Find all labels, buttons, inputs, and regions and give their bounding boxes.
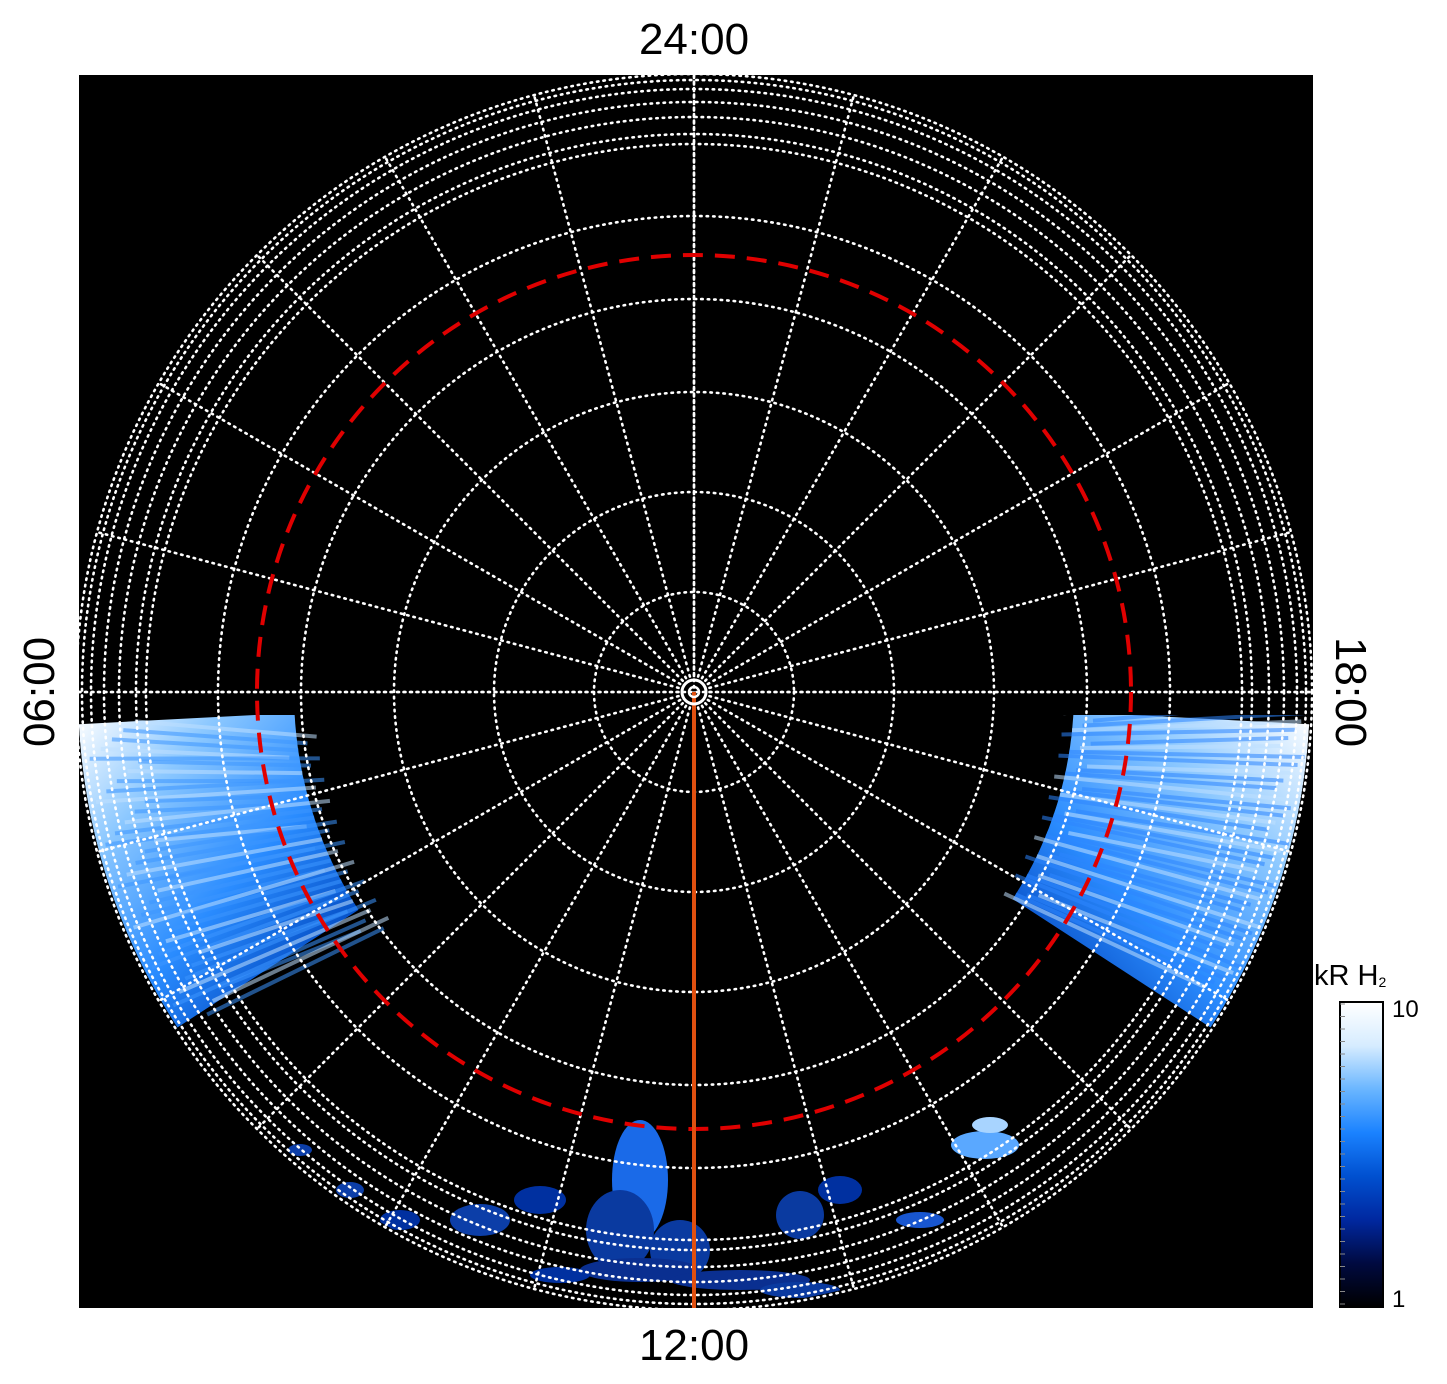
dusk-streak — [1033, 835, 1260, 901]
dawn-streak — [105, 815, 315, 847]
dawn-streak — [184, 897, 377, 981]
lt-label-bottom: 12:00 — [638, 1321, 750, 1370]
dusk-streak — [1076, 768, 1284, 783]
dusk-streak — [1024, 854, 1253, 936]
dusk-streak — [1037, 893, 1234, 975]
dusk-streak — [1059, 852, 1252, 907]
dawn-streak — [106, 777, 325, 794]
dawn-streak — [172, 879, 343, 931]
dawn-streak — [132, 859, 355, 930]
dawn-streak — [127, 769, 303, 776]
dawn-streak — [172, 918, 367, 1008]
dusk-streak — [1065, 771, 1277, 791]
colorbar-ticks — [1340, 1003, 1345, 1305]
dusk-streak — [1041, 815, 1265, 867]
dusk-streak — [1014, 873, 1244, 970]
dawn-streak — [148, 858, 332, 905]
dawn-streak — [135, 828, 330, 865]
dawn-streak — [124, 798, 331, 825]
dusk-streak — [1081, 786, 1291, 811]
dawn-streak — [95, 785, 317, 805]
colorbar-min-label: 1 — [1392, 1286, 1406, 1313]
dusk-streak — [1061, 727, 1295, 737]
noon-patch — [760, 1282, 840, 1298]
pole-marker-outer — [680, 678, 708, 706]
dusk-streak — [1047, 853, 1243, 913]
dawn-streak — [134, 719, 317, 739]
dusk-streak — [1090, 735, 1289, 746]
dawn-streak — [158, 879, 366, 957]
dusk-streak — [1070, 789, 1284, 818]
dusk-streak — [1054, 774, 1299, 803]
dusk-streak — [1086, 764, 1291, 775]
dusk-streak — [1071, 719, 1302, 733]
dawn-streak — [100, 746, 290, 760]
pole-marker-inner — [687, 685, 701, 699]
dusk-streak — [1003, 891, 1206, 989]
dawn-streak — [126, 837, 323, 877]
lt-label-right: 18:00 — [1326, 636, 1375, 748]
colorbar-title-subscript: 2 — [1378, 974, 1387, 990]
colorbar-max-label: 10 — [1392, 996, 1419, 1023]
dusk-streak — [1082, 710, 1308, 728]
dusk-streak — [1026, 893, 1225, 980]
lt-label-left: 06:00 — [15, 636, 64, 748]
overlay-layer — [255, 253, 1133, 1308]
latitude-circle — [79, 75, 1313, 1308]
dawn-streak — [157, 849, 339, 893]
dawn-streak — [165, 840, 346, 881]
dawn-streak — [206, 926, 385, 1017]
colorbar-title: kR H2 — [1314, 960, 1386, 993]
dawn-streak — [180, 869, 349, 919]
noon-patch — [288, 1144, 312, 1156]
colorbar — [1339, 1001, 1384, 1308]
colorbar-title-text: kR H — [1314, 960, 1379, 992]
dusk-streak — [1049, 873, 1244, 941]
dawn-aurora — [78, 712, 359, 1028]
dawn-streak — [178, 908, 372, 994]
dusk-streak — [1026, 873, 1226, 952]
dawn-streak — [144, 793, 308, 804]
dusk-streak — [1052, 813, 1274, 860]
dawn-streak — [114, 807, 323, 836]
dawn-streak — [197, 899, 354, 955]
dawn-streak — [123, 728, 308, 746]
noon-patch — [972, 1117, 1008, 1133]
dusk-streak — [1014, 892, 1216, 985]
noon-patch — [514, 1186, 566, 1214]
dusk-streak — [1075, 809, 1290, 846]
dusk-streak — [1045, 834, 1269, 895]
dusk-streak — [1058, 753, 1298, 768]
dusk-streak — [1059, 792, 1276, 825]
lt-label-top: 24:00 — [638, 15, 750, 64]
noon-patch — [580, 1258, 700, 1282]
dawn-streak — [140, 868, 326, 917]
dusk-streak — [1048, 795, 1268, 832]
dusk-streak — [1079, 743, 1282, 750]
latitude-circle — [392, 390, 996, 994]
dusk-streak — [1037, 873, 1235, 947]
noon-patch — [586, 1190, 654, 1270]
dusk-streak — [1056, 832, 1277, 889]
noon-patch — [951, 1131, 1019, 1159]
dusk-streak — [1064, 811, 1282, 853]
noon-patch — [776, 1191, 824, 1239]
noon-patch — [450, 1204, 510, 1236]
dawn-streak — [151, 889, 360, 970]
dawn-streak — [111, 737, 299, 753]
